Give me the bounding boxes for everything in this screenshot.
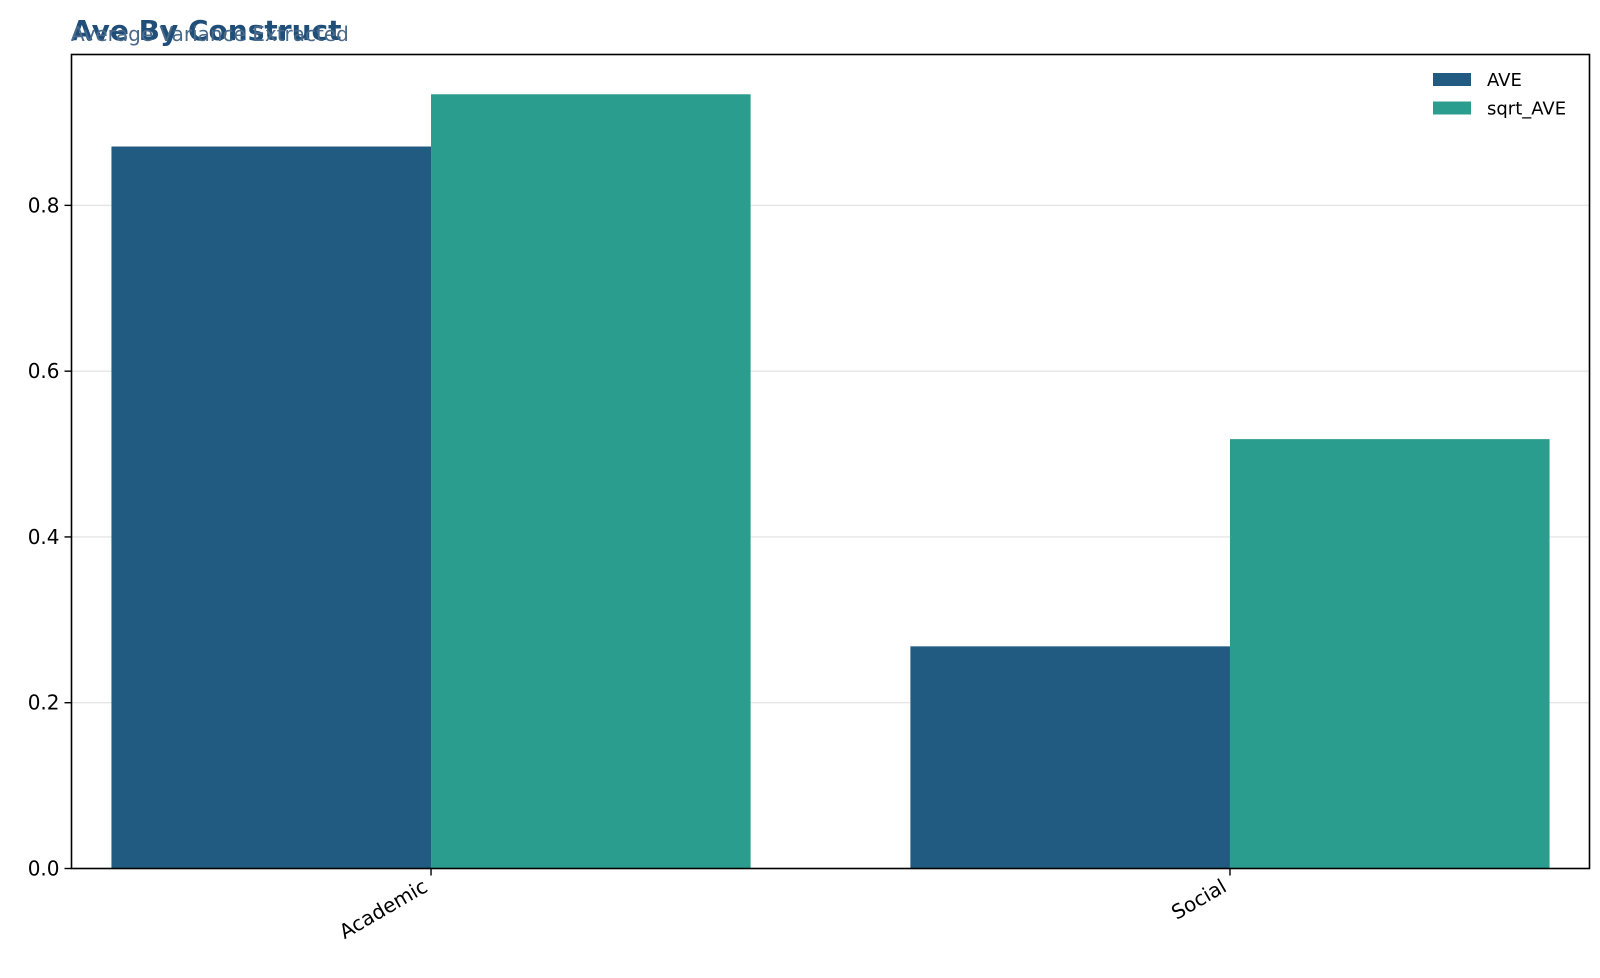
legend-label-sqrt-ave: sqrt_AVE: [1487, 99, 1566, 120]
plot-frame: [70, 53, 1591, 870]
y-tick-label: 0.0: [28, 857, 60, 881]
x-tick-label: Academic: [335, 874, 432, 944]
bar-ave-social: [910, 646, 1230, 869]
bars: [111, 94, 1550, 869]
y-tick-label: 0.8: [28, 193, 60, 217]
x-tick-label: Social: [1167, 874, 1230, 924]
bar-sqrt-ave-social: [1229, 439, 1550, 869]
legend: AVE sqrt_AVE: [1433, 70, 1566, 120]
y-axis: 0.0 0.2 0.4 0.6 0.8: [28, 193, 72, 881]
bar-sqrt-ave-academic: [431, 94, 751, 869]
legend-swatch-ave: [1433, 73, 1471, 86]
legend-label-ave: AVE: [1487, 70, 1522, 91]
bar-ave-academic: [111, 146, 432, 869]
x-axis: Academic Social: [335, 868, 1231, 944]
chart-title: Ave By Construct: [71, 14, 342, 47]
y-tick-label: 0.2: [28, 691, 60, 715]
y-tick-label: 0.6: [28, 359, 60, 383]
y-tick-label: 0.4: [28, 525, 60, 549]
legend-swatch-sqrt-ave: [1433, 101, 1471, 115]
chart-subtitle: Average Variance Extracted: [71, 22, 349, 46]
